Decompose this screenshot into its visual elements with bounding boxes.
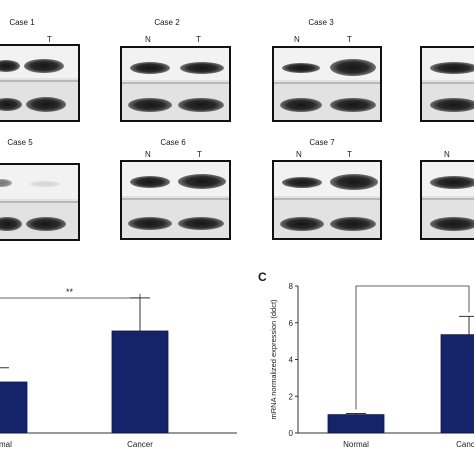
- band: [0, 98, 22, 111]
- bar: [327, 414, 385, 434]
- band: [282, 63, 320, 73]
- band: [128, 98, 172, 112]
- band: [178, 217, 224, 230]
- category-label: Normal: [0, 440, 12, 449]
- bar: [111, 330, 169, 434]
- significance-label: **: [66, 287, 74, 297]
- band: [26, 217, 66, 231]
- band: [280, 98, 322, 112]
- blot-case-1: [0, 44, 80, 122]
- band: [430, 62, 474, 74]
- band: [430, 98, 474, 112]
- band: [280, 217, 324, 231]
- case-title: Case 3: [308, 18, 334, 27]
- blot-case-2: [120, 46, 231, 122]
- band: [430, 176, 474, 189]
- y-axis-label: mRNA normalized expression (ddct): [269, 299, 278, 420]
- category-label: Cancer: [127, 440, 153, 449]
- band: [330, 98, 376, 112]
- lane-label-t: T: [347, 35, 352, 44]
- band: [178, 174, 226, 189]
- band: [128, 217, 172, 230]
- band: [30, 181, 60, 187]
- band: [430, 217, 474, 231]
- blot-case-4: [420, 46, 474, 122]
- bar-chart-c: 0 2 4 6 8 mRNA normalized expression (ddct) No…: [269, 280, 474, 449]
- band: [0, 179, 12, 187]
- category-label: Normal: [343, 440, 369, 449]
- blot-case-8: [420, 160, 474, 240]
- lane-label-n: N: [145, 35, 151, 44]
- panel-letter-c: C: [258, 270, 267, 284]
- y-tick-label: 6: [289, 319, 294, 328]
- band: [130, 176, 170, 188]
- blot-case-5: [0, 163, 80, 241]
- case-title: Case 1: [9, 18, 35, 27]
- significance-bracket: [0, 293, 141, 299]
- case-title: Case 7: [309, 138, 335, 147]
- band: [0, 60, 20, 72]
- lane-label-t: T: [347, 150, 352, 159]
- blot-case-6: [120, 160, 231, 240]
- bar-chart-b: Normal Cancer **: [0, 287, 237, 449]
- band: [26, 97, 66, 112]
- band: [330, 59, 376, 76]
- band: [330, 174, 378, 190]
- band: [180, 62, 224, 74]
- band: [178, 98, 224, 112]
- y-tick-label: 8: [289, 282, 294, 291]
- band: [0, 217, 22, 231]
- case-title: Case 6: [160, 138, 186, 147]
- lane-label-n: N: [296, 150, 302, 159]
- blot-case-3: [272, 46, 382, 122]
- category-label: Cancer: [456, 440, 474, 449]
- case-title: Case 5: [7, 138, 33, 147]
- lane-label-t: T: [197, 150, 202, 159]
- bar: [440, 334, 474, 434]
- lane-label-n: N: [444, 150, 450, 159]
- significance-bracket: [355, 285, 470, 410]
- band: [282, 177, 322, 188]
- band: [24, 59, 64, 73]
- bar: [0, 381, 28, 434]
- y-tick-label: 0: [289, 429, 294, 438]
- significance-label: **: [409, 280, 417, 285]
- lane-label-t: T: [196, 35, 201, 44]
- lane-label-n: N: [294, 35, 300, 44]
- band: [330, 217, 376, 231]
- case-title: Case 2: [154, 18, 180, 27]
- blot-case-7: [272, 160, 382, 240]
- y-tick-label: 4: [289, 356, 294, 365]
- lane-label-t: T: [47, 35, 52, 44]
- y-tick-label: 2: [289, 392, 294, 401]
- band: [130, 62, 170, 74]
- lane-label-n: N: [145, 150, 151, 159]
